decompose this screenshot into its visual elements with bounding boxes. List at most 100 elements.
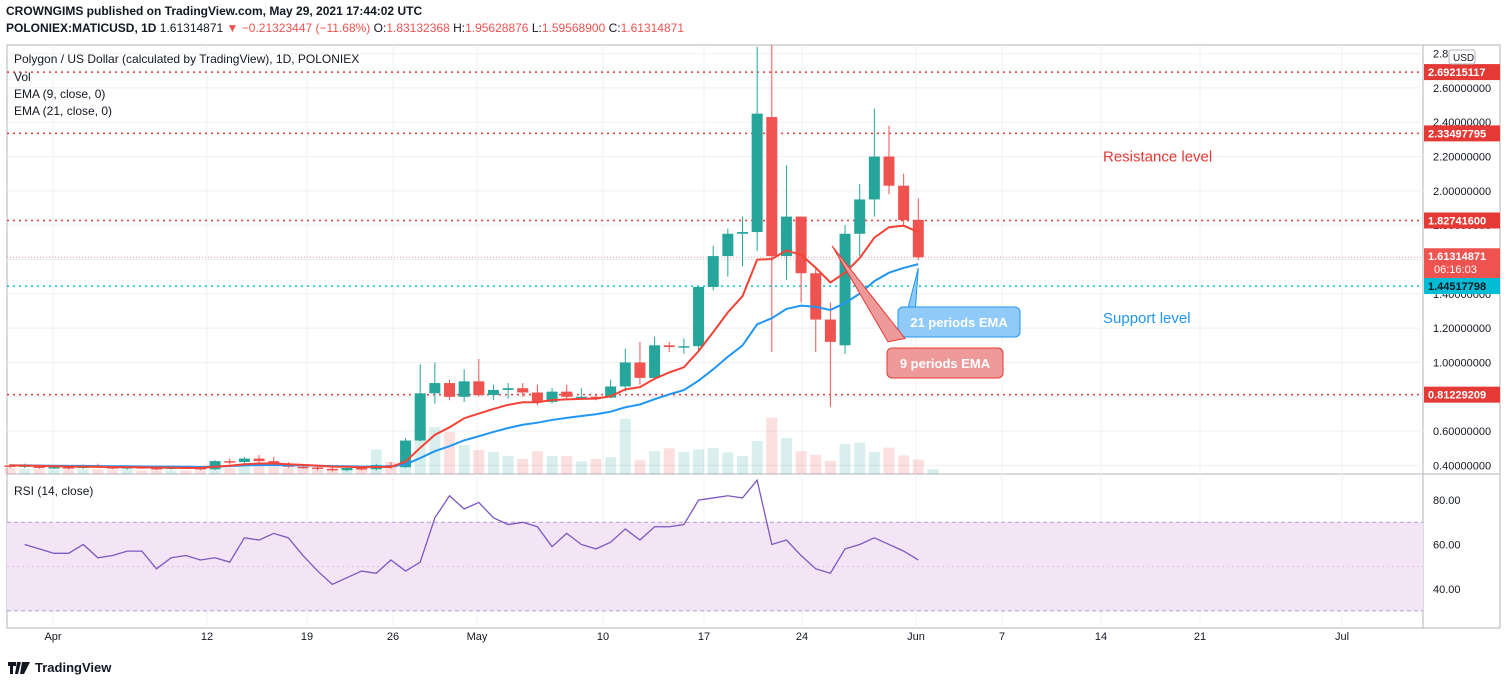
y-tick-label: 0.40000000 bbox=[1433, 460, 1491, 472]
candle-body bbox=[209, 461, 221, 470]
price-label-current: 1.61314871 bbox=[1428, 251, 1486, 263]
rsi-tick-label: 60.00 bbox=[1433, 539, 1461, 551]
candle-body bbox=[429, 383, 441, 394]
candle-body bbox=[253, 458, 265, 462]
candle-body bbox=[48, 467, 60, 469]
volume-bar bbox=[370, 449, 382, 474]
volume-bar bbox=[502, 456, 514, 474]
x-tick-label: Jul bbox=[1335, 631, 1349, 643]
volume-bar bbox=[136, 470, 148, 474]
volume-bar bbox=[883, 447, 895, 474]
volume-bar bbox=[282, 468, 294, 474]
price-change: ▼ −0.21323447 (−11.68%) bbox=[226, 21, 371, 35]
y-tick-label: 2.60000000 bbox=[1433, 83, 1491, 95]
x-tick-label: May bbox=[467, 631, 488, 643]
price-label-resistance-upper: 2.33497795 bbox=[1428, 128, 1486, 140]
x-tick-label: 26 bbox=[387, 631, 399, 643]
candle-body bbox=[400, 440, 412, 468]
volume-bar bbox=[473, 450, 485, 474]
volume-bar bbox=[531, 451, 543, 474]
candle-body bbox=[898, 185, 910, 221]
candle-body bbox=[326, 468, 338, 471]
volume-bar bbox=[121, 469, 133, 474]
volume-bar bbox=[326, 469, 338, 474]
legend-ema9[interactable]: EMA (9, close, 0) bbox=[14, 87, 106, 101]
y-tick-label: 1.20000000 bbox=[1433, 323, 1491, 335]
resistance-annotation: Resistance level bbox=[1103, 149, 1212, 166]
rsi-tick-label: 80.00 bbox=[1433, 495, 1461, 507]
legend-ema21[interactable]: EMA (21, close, 0) bbox=[14, 104, 113, 118]
candle-body bbox=[473, 381, 485, 396]
volume-bar bbox=[766, 417, 778, 474]
volume-bar bbox=[458, 445, 470, 474]
volume-bar bbox=[590, 459, 602, 474]
candle-body bbox=[693, 286, 705, 347]
legend-vol[interactable]: Vol bbox=[14, 70, 31, 84]
volume-bar bbox=[854, 442, 866, 474]
open-label: O: bbox=[373, 21, 387, 35]
volume-bar bbox=[209, 466, 221, 474]
candle-body bbox=[297, 466, 309, 469]
volume-bar bbox=[517, 459, 529, 474]
volume-bar bbox=[678, 451, 690, 474]
volume-bar bbox=[912, 459, 924, 474]
price-label-support-bg bbox=[1424, 278, 1500, 295]
price-label-countdown: 06:16:03 bbox=[1434, 264, 1477, 276]
volume-bar bbox=[751, 441, 763, 474]
volume-bar bbox=[619, 418, 631, 474]
volume-bar bbox=[575, 461, 587, 474]
last-price: 1.61314871 bbox=[159, 21, 224, 35]
candle-body bbox=[502, 388, 514, 390]
candle-body bbox=[268, 461, 280, 464]
tradingview-footer[interactable]: TradingView bbox=[8, 660, 111, 675]
candle-body bbox=[722, 233, 734, 257]
x-tick-label: 10 bbox=[597, 631, 609, 643]
volume-bar bbox=[487, 451, 499, 474]
volume-bar bbox=[19, 469, 31, 474]
candle-body bbox=[458, 381, 470, 397]
ema9-line bbox=[9, 224, 919, 469]
candle-body bbox=[810, 273, 822, 320]
volume-bar bbox=[868, 451, 880, 474]
x-tick-label: 21 bbox=[1194, 631, 1206, 643]
symbol-label[interactable]: POLONIEX:MATICUSD, 1D bbox=[6, 21, 157, 35]
volume-bar bbox=[48, 469, 60, 474]
rsi-line bbox=[24, 478, 919, 586]
rsi-tick-label: 40.00 bbox=[1433, 584, 1461, 596]
candle-body bbox=[238, 458, 250, 462]
volume-bar bbox=[165, 470, 177, 474]
volume-bar bbox=[898, 455, 910, 474]
ema21-line bbox=[10, 263, 919, 468]
candle-body bbox=[912, 219, 924, 258]
volume-bar bbox=[444, 432, 455, 474]
candle-body bbox=[312, 467, 324, 469]
close-value: 1.61314871 bbox=[620, 21, 684, 35]
ema21-callout-box bbox=[897, 306, 1021, 338]
candle-body bbox=[868, 156, 880, 200]
candle-body bbox=[444, 383, 455, 397]
open-value: 1.83132368 bbox=[386, 21, 450, 35]
y-tick-label: 2.8 bbox=[1433, 49, 1448, 61]
tradingview-logo-icon bbox=[8, 661, 30, 674]
close-label: C: bbox=[608, 21, 621, 35]
volume-bar bbox=[561, 456, 573, 474]
candle-body bbox=[854, 199, 866, 234]
price-label-resistance-upper-bg bbox=[1424, 125, 1500, 142]
x-tick-label: 24 bbox=[796, 631, 808, 643]
candle-body bbox=[356, 467, 368, 470]
legend-rsi[interactable]: RSI (14, close) bbox=[14, 484, 94, 498]
candle-body bbox=[590, 396, 602, 399]
x-tick-label: 19 bbox=[301, 631, 313, 643]
candle-body bbox=[561, 391, 573, 397]
x-tick-label: 14 bbox=[1095, 631, 1107, 643]
candle-body bbox=[737, 232, 748, 234]
candle-body bbox=[531, 392, 543, 402]
price-label-current-bg bbox=[1424, 248, 1500, 279]
volume-bar bbox=[312, 469, 324, 474]
volume-bar bbox=[663, 448, 675, 474]
volume-bar bbox=[107, 469, 119, 474]
price-label-resistance-mid: 1.82741600 bbox=[1428, 215, 1486, 227]
ema9-callout-label: 9 periods EMA bbox=[900, 356, 991, 371]
volume-bar bbox=[839, 444, 851, 474]
